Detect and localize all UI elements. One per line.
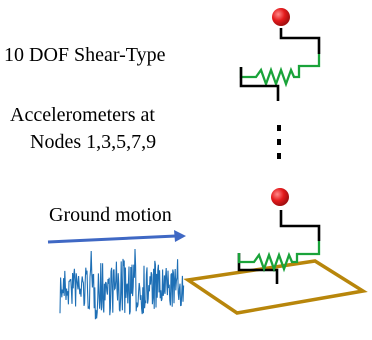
model-label: 10 DOF Shear-Type bbox=[4, 44, 166, 66]
upper-spring bbox=[239, 54, 321, 88]
upper-column bbox=[279, 28, 321, 54]
lower-mass bbox=[271, 188, 289, 206]
ground-motion-arrow bbox=[47, 230, 186, 244]
ellipsis-dots bbox=[277, 125, 281, 159]
accelerometer-label-line1: Accelerometers at bbox=[10, 104, 155, 126]
ground-motion-signal bbox=[59, 248, 185, 320]
ground-motion-label: Ground motion bbox=[49, 204, 172, 226]
top-mass bbox=[272, 8, 290, 26]
lower-spring bbox=[237, 241, 321, 273]
accelerometer-label-line2: Nodes 1,3,5,7,9 bbox=[30, 131, 157, 153]
lower-column bbox=[279, 210, 321, 241]
upper-column-lower bbox=[239, 67, 280, 101]
